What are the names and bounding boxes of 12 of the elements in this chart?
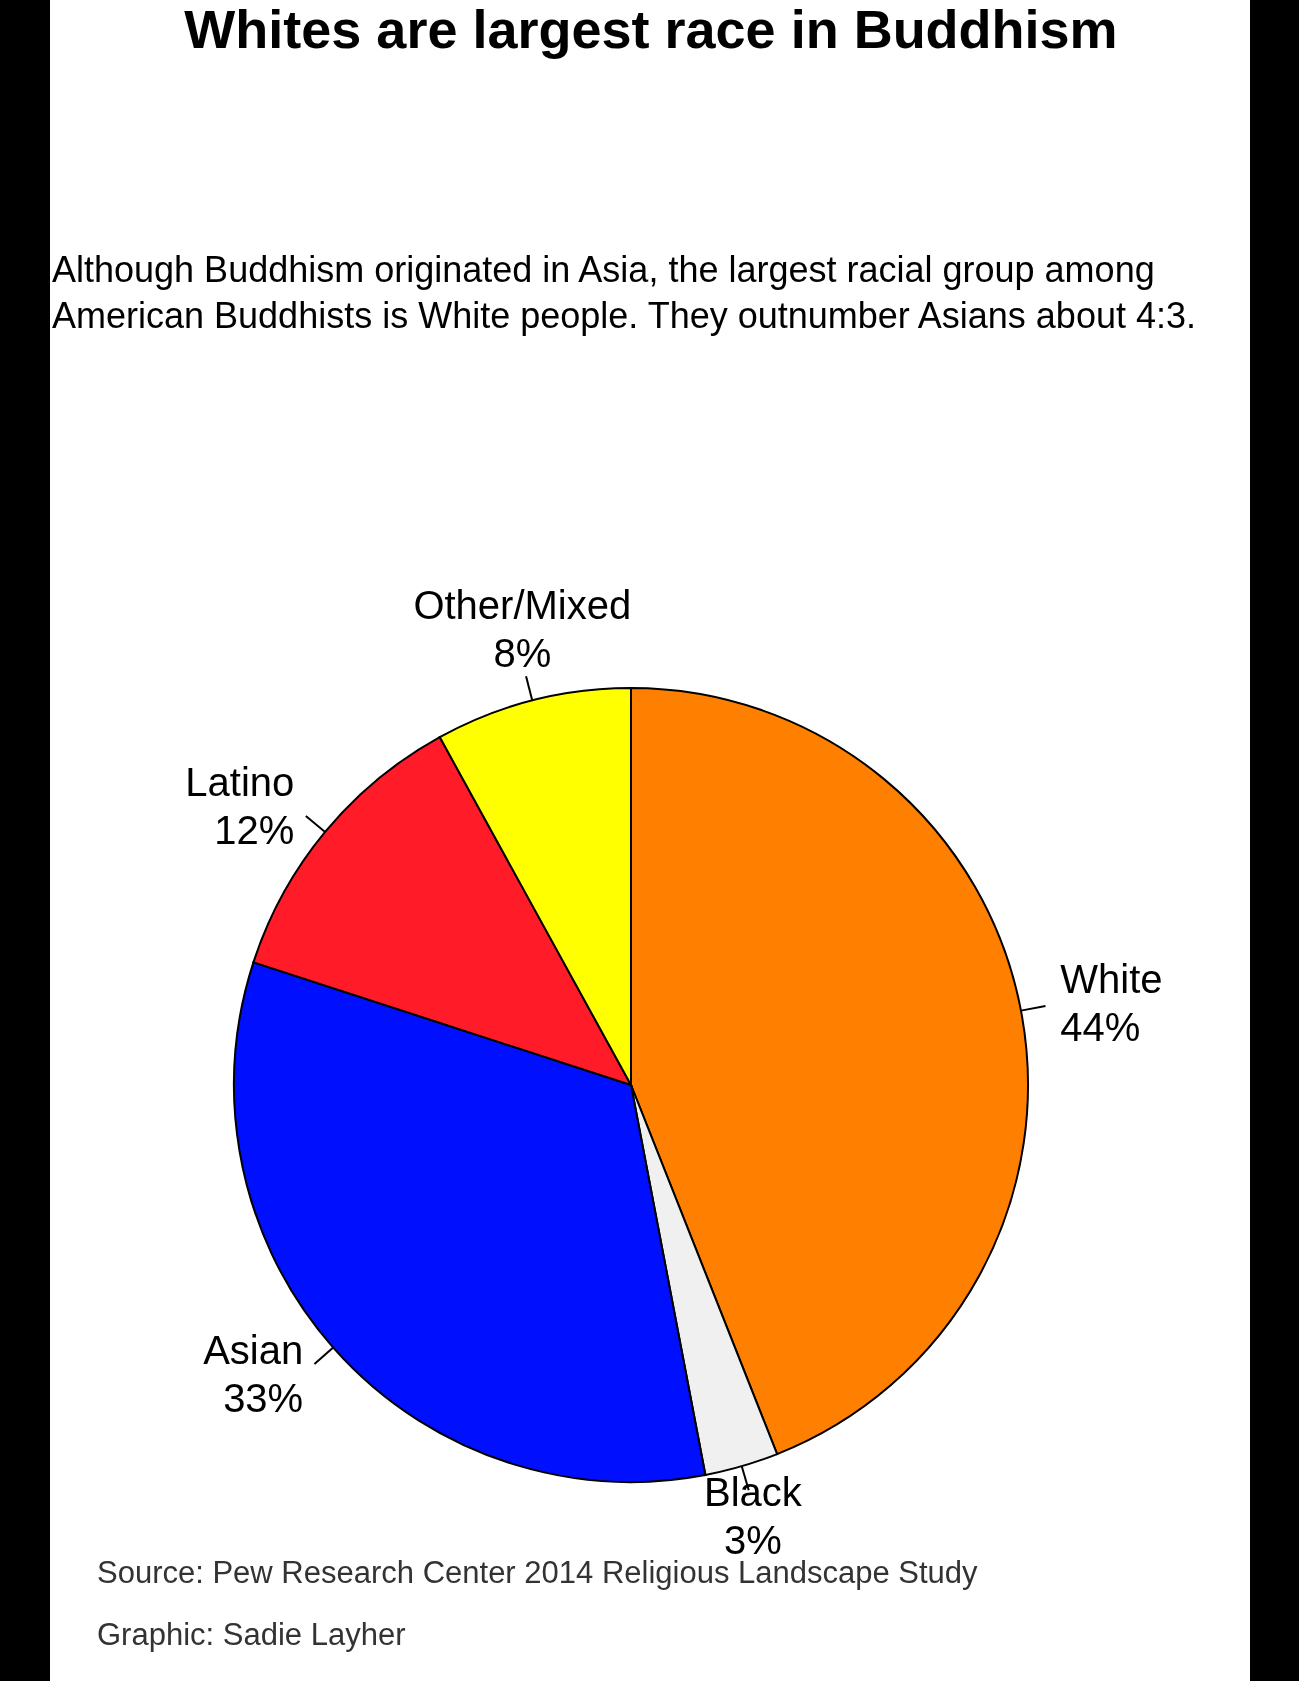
data-label: 44% [1060, 1005, 1141, 1050]
slice-label: Black [704, 1469, 803, 1514]
data-label: 8% [493, 630, 552, 675]
chart-title: Whites are largest race in Buddhism [184, 0, 1118, 59]
chart-subtitle: Although Buddhism originated in Asia, the largest racial group among American Buddhists is White people. They outnumber Asians about 4:3. [52, 249, 1196, 336]
data-label: 12% [214, 808, 295, 853]
slice-label: White [1060, 957, 1163, 1002]
slice-label: Other/Mixed [413, 582, 632, 627]
data-label: 33% [223, 1375, 304, 1420]
slice-label: Asian [203, 1327, 304, 1372]
slice-label: Latino [185, 760, 295, 805]
text: Graphic: Sadie Layher [97, 1617, 406, 1652]
